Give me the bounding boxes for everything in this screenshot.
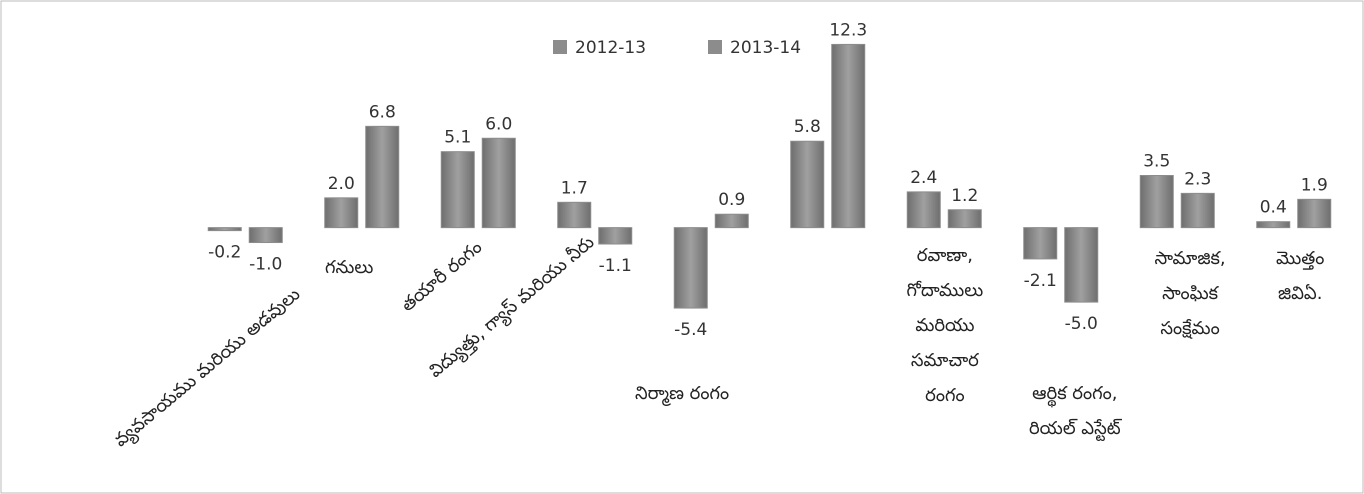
bar [207,227,242,232]
value-label: 1.9 [1301,175,1328,195]
bar [324,197,359,229]
value-label: 0.4 [1260,198,1287,218]
category-label: ఆర్థిక రంగం, రియల్ ఎస్టేట్ [1029,383,1121,439]
category-label: రవాణా, గోదాములు మరియు సమాచార రంగం [906,245,984,406]
value-label: 1.7 [561,178,588,198]
value-label: 1.2 [951,186,978,206]
value-label: -0.2 [208,243,241,263]
value-label: 6.0 [485,114,512,134]
value-label: 5.1 [444,128,471,148]
value-label: -5.4 [674,320,707,340]
bar [906,191,941,229]
bar [365,125,400,229]
value-label: 0.9 [718,190,745,210]
bar [831,43,866,229]
category-label: నిర్మాణ రంగం [635,383,730,404]
bar [598,227,633,245]
bar [481,137,516,229]
bar [1023,227,1058,260]
value-label: -1.0 [249,255,282,275]
value-label: 5.8 [794,117,821,137]
bar [557,201,592,229]
legend-label: 2012-13 [575,38,646,58]
value-label: -5.0 [1065,314,1098,334]
bar [714,213,749,229]
value-label: -1.1 [599,256,632,276]
bar [790,140,825,229]
category-label: మొత్తం జివిఏ. [1276,248,1325,304]
category-label: సామాజిక, సాంఘిక సంక్షేమం [1154,248,1226,339]
bar [1064,227,1099,303]
value-label: 2.3 [1184,169,1211,189]
bar [1256,221,1291,229]
value-label: 6.8 [369,102,396,122]
legend-swatch [708,40,722,54]
value-label: 12.3 [829,20,867,40]
value-label: 2.0 [328,174,355,194]
value-label: 3.5 [1143,152,1170,172]
bar [1139,175,1174,229]
bar [248,227,283,244]
bar [673,227,708,309]
bar [947,209,982,229]
bar [440,151,475,229]
bar [1297,198,1332,229]
category-label: గనులు [325,257,374,278]
legend-swatch [553,40,567,54]
value-label: -2.1 [1024,271,1057,291]
bar [1180,192,1215,229]
value-label: 2.4 [910,168,937,188]
legend-label: 2013-14 [730,38,801,58]
